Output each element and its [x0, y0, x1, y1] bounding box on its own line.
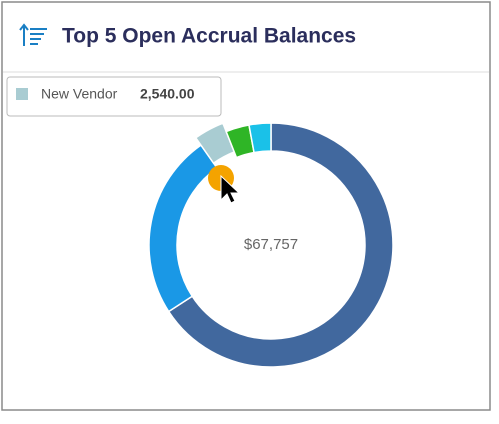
donut [148, 122, 394, 368]
tooltip-swatch [16, 88, 28, 100]
widget-title: Top 5 Open Accrual Balances [62, 25, 356, 48]
donut-slice [248, 122, 272, 154]
mouse-cursor [220, 174, 241, 204]
tooltip: New Vendor 2,540.00 [6, 76, 222, 117]
donut-slice [167, 122, 394, 368]
tooltip-box [6, 76, 222, 117]
center-total: $67,757 [244, 236, 298, 253]
tooltip-value: 2,540.00 [140, 86, 195, 102]
tooltip-label: New Vendor [41, 86, 118, 102]
chart-icon [19, 23, 47, 46]
